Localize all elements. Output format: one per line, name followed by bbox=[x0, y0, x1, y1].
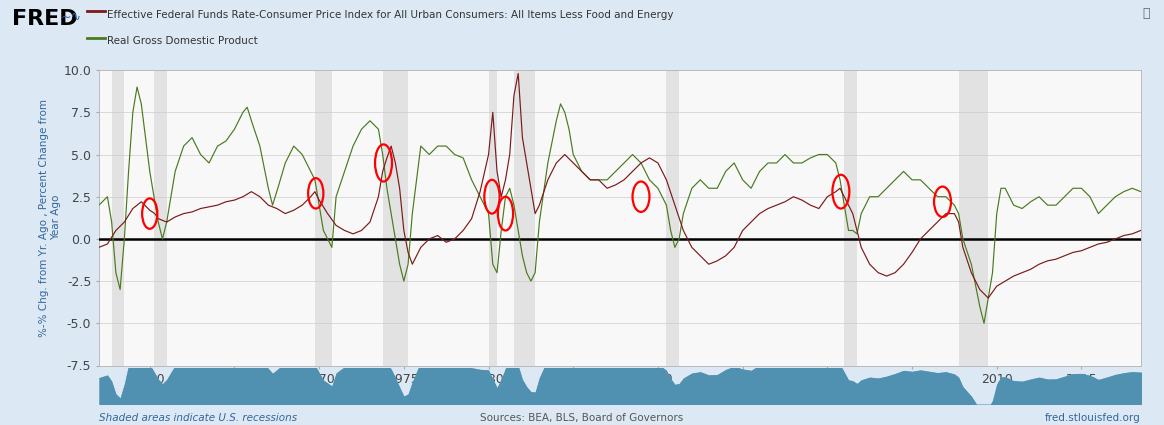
Text: FRED: FRED bbox=[12, 9, 77, 29]
Text: Sources: BEA, BLS, Board of Governors: Sources: BEA, BLS, Board of Governors bbox=[481, 413, 683, 423]
Text: fred.stlouisfed.org: fred.stlouisfed.org bbox=[1045, 413, 1141, 423]
Bar bbox=[154, 70, 166, 366]
Bar bbox=[959, 70, 988, 366]
Text: ~∿: ~∿ bbox=[61, 11, 81, 24]
Bar bbox=[514, 70, 535, 366]
Text: Shaded areas indicate U.S. recessions: Shaded areas indicate U.S. recessions bbox=[99, 413, 297, 423]
Bar bbox=[667, 70, 679, 366]
Bar bbox=[315, 70, 332, 366]
Text: Effective Federal Funds Rate-Consumer Price Index for All Urban Consumers: All I: Effective Federal Funds Rate-Consumer Pr… bbox=[107, 11, 674, 20]
Text: Real Gross Domestic Product: Real Gross Domestic Product bbox=[107, 36, 258, 46]
Bar bbox=[383, 70, 409, 366]
Bar bbox=[112, 70, 125, 366]
Y-axis label: %-% Chg. from Yr. Ago , Percent Change from
Year Ago: %-% Chg. from Yr. Ago , Percent Change f… bbox=[40, 99, 61, 337]
Text: ⛶: ⛶ bbox=[1143, 7, 1150, 20]
Bar bbox=[844, 70, 857, 366]
Bar bbox=[489, 70, 497, 366]
